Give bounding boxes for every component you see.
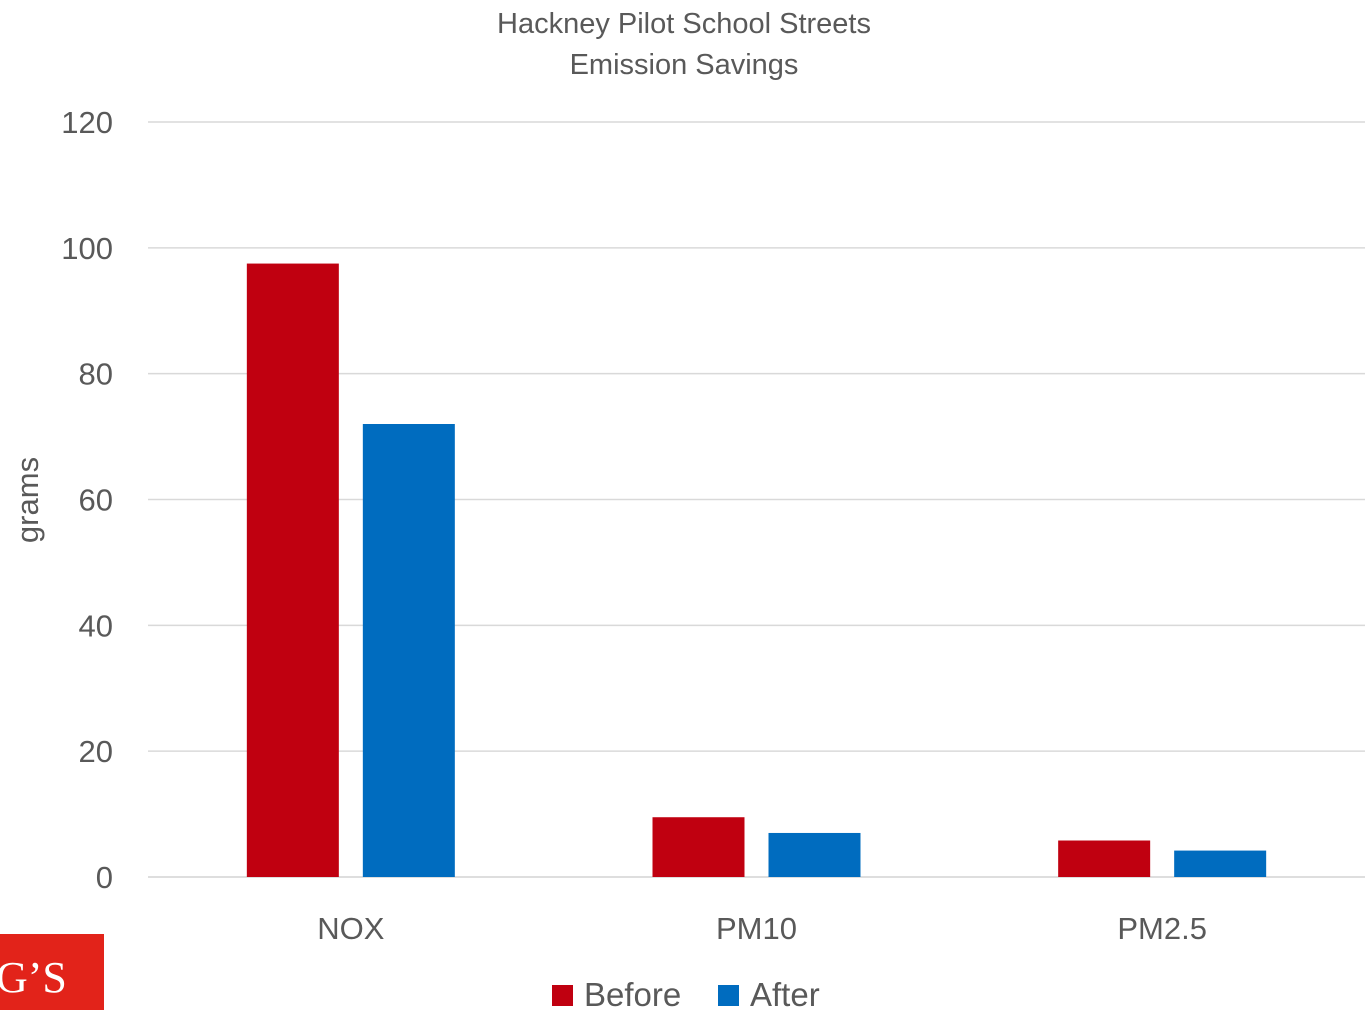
bar-before-nox (246, 263, 339, 877)
logo-text: G’S (0, 953, 67, 1002)
legend-swatch-after (718, 985, 739, 1006)
x-category-label: PM2.5 (1117, 911, 1207, 946)
y-axis-ticks: 0 20 40 60 80 100 120 (61, 105, 113, 895)
legend: Before After (552, 976, 820, 1010)
bar-after-nox (362, 424, 455, 877)
legend-label-after: After (750, 976, 820, 1010)
bar-before-pm10 (652, 817, 745, 877)
y-tick-label: 120 (61, 105, 113, 140)
legend-swatch-before (552, 985, 573, 1006)
y-tick-label: 0 (96, 860, 113, 895)
chart-title-line-2: Emission Savings (570, 49, 799, 81)
x-category-label: PM10 (716, 911, 797, 946)
bars (246, 263, 1267, 877)
legend-label-before: Before (584, 976, 681, 1010)
kings-logo: G’S (0, 934, 104, 1010)
y-tick-label: 80 (79, 357, 113, 392)
y-tick-label: 100 (61, 231, 113, 266)
bar-after-pm10 (768, 832, 861, 877)
x-category-label: NOX (317, 911, 385, 946)
y-tick-label: 60 (79, 483, 113, 518)
bar-before-pm25 (1058, 840, 1151, 877)
chart-title-line-1: Hackney Pilot School Streets (497, 8, 871, 40)
x-axis-categories: NOX PM10 PM2.5 (317, 911, 1207, 946)
y-axis-title: grams (10, 457, 45, 543)
y-tick-label: 40 (79, 608, 113, 643)
gridlines (148, 121, 1365, 878)
y-tick-label: 20 (79, 734, 113, 769)
bar-after-pm25 (1174, 850, 1267, 877)
